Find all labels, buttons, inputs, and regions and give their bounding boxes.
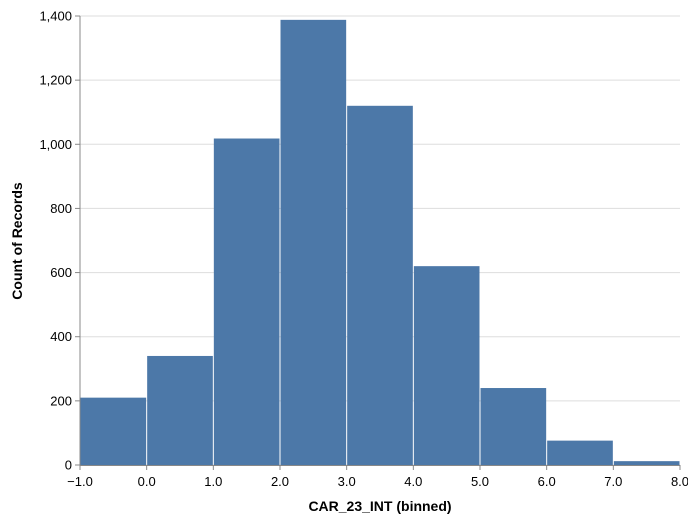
x-tick-label: 4.0	[404, 474, 422, 489]
y-axis-title: Count of Records	[9, 182, 25, 300]
histogram-bar	[547, 440, 613, 465]
histogram-bar	[213, 138, 280, 465]
x-axis-title: CAR_23_INT (binned)	[308, 498, 451, 514]
y-tick-label: 1,000	[39, 137, 72, 152]
histogram-bar	[347, 105, 413, 466]
y-tick-label: 400	[50, 329, 72, 344]
y-tick-label: 800	[50, 201, 72, 216]
histogram-bar	[147, 355, 213, 465]
x-axis-ticks: −1.0 0.0 1.0 2.0 3.0 4.0 5.0 6.0 7.0 8.0	[67, 465, 688, 489]
y-axis-ticks: 0 200 400 600 800 1,000 1,200 1,400	[39, 9, 80, 473]
y-tick-label: 1,200	[39, 73, 72, 88]
bars	[80, 19, 680, 466]
axes	[79, 16, 680, 466]
x-tick-label: 3.0	[338, 474, 356, 489]
histogram-bar	[80, 397, 147, 465]
x-tick-label: 5.0	[471, 474, 489, 489]
y-tick-label: 1,400	[39, 9, 72, 24]
x-tick-label: −1.0	[67, 474, 93, 489]
y-tick-label: 600	[50, 265, 72, 280]
x-tick-label: 8.0	[671, 474, 688, 489]
x-tick-label: 7.0	[604, 474, 622, 489]
x-tick-label: 0.0	[138, 474, 156, 489]
histogram-bar	[413, 266, 480, 465]
y-tick-label: 0	[65, 458, 72, 473]
histogram-bar	[480, 388, 547, 465]
x-tick-label: 6.0	[538, 474, 556, 489]
y-tick-label: 200	[50, 393, 72, 408]
histogram-bar	[613, 461, 680, 465]
x-tick-label: 1.0	[204, 474, 222, 489]
histogram-bar	[280, 19, 347, 465]
x-tick-label: 2.0	[271, 474, 289, 489]
